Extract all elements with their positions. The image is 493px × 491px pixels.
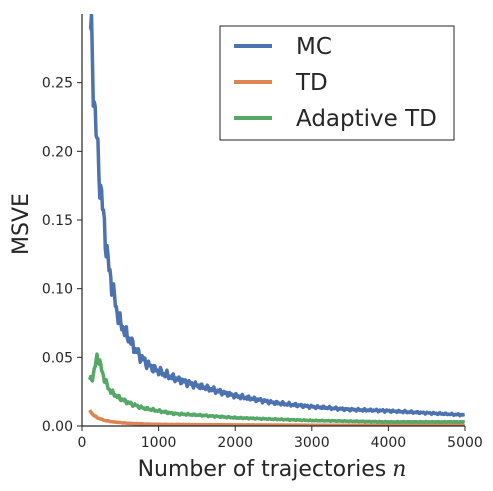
x-axis-title-variable: n xyxy=(392,457,406,482)
x-tick-label: 1000 xyxy=(141,435,177,451)
y-tick-label: 0.25 xyxy=(42,76,73,92)
x-tick-label: 3000 xyxy=(294,435,330,451)
y-tick-label: 0.10 xyxy=(42,282,73,298)
legend-label-mc: MC xyxy=(296,34,332,60)
y-tick-label: 0.05 xyxy=(42,350,73,366)
x-tick-label: 5000 xyxy=(447,435,483,451)
series-line-mc xyxy=(88,14,465,418)
x-axis-title-text: Number of trajectories xyxy=(138,457,387,482)
y-tick-label: 0.20 xyxy=(42,144,73,160)
ticks: 0 1000 2000 3000 4000 5000 0.00 0.05 0.10 0.15 0.2… xyxy=(42,76,483,451)
y-tick-label: 0.15 xyxy=(42,213,73,229)
x-tick-label: 2000 xyxy=(217,435,253,451)
series-line-adaptive-td xyxy=(88,352,465,424)
y-axis-title: MSVE xyxy=(9,193,34,255)
y-tick-label: 0.00 xyxy=(42,419,73,435)
series-line-td xyxy=(88,409,465,426)
legend-label-adaptive-td: Adaptive TD xyxy=(296,106,437,132)
series-layer xyxy=(88,14,465,426)
x-axis-title: Number of trajectories n xyxy=(138,457,407,482)
x-tick-label: 4000 xyxy=(371,435,407,451)
legend-label-td: TD xyxy=(295,70,328,96)
legend: MC TD Adaptive TD xyxy=(219,25,455,141)
x-tick-label: 0 xyxy=(78,435,87,451)
